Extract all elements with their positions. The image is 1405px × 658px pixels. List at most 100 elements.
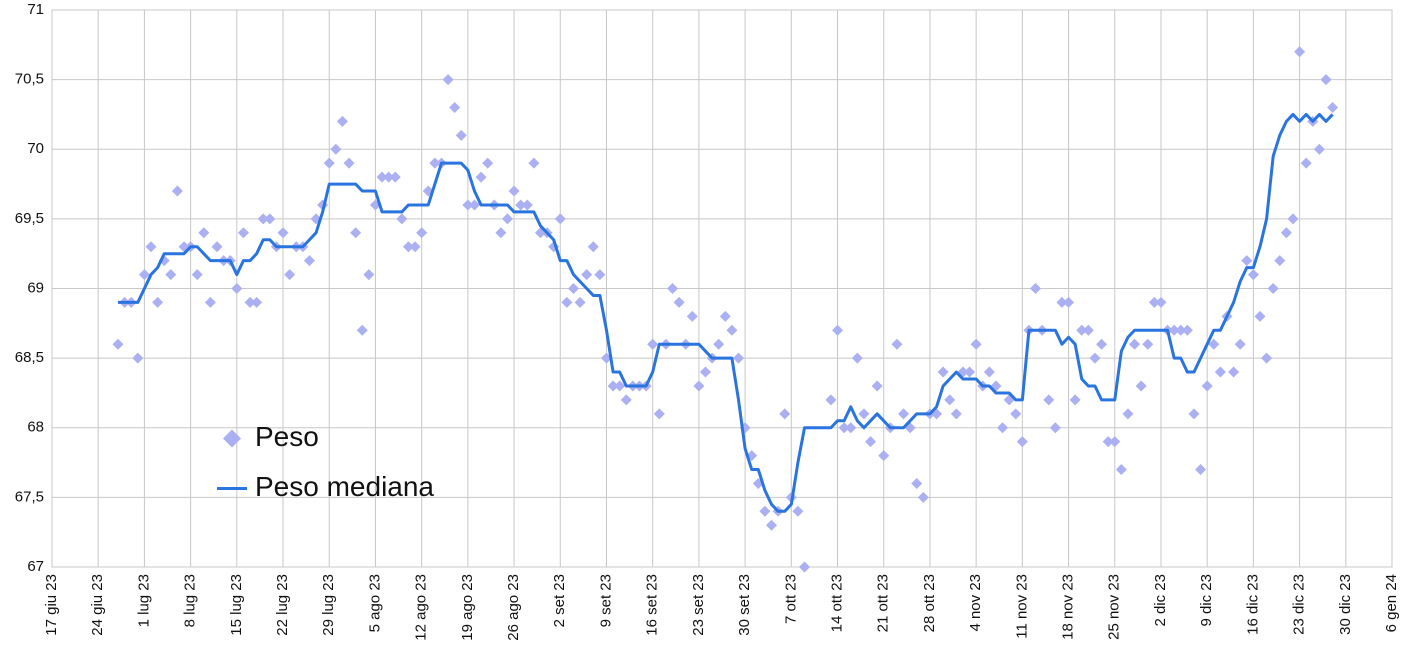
- data-point: [442, 74, 454, 86]
- x-tick-label: 29 lug 23: [320, 574, 337, 636]
- data-point: [574, 296, 586, 308]
- x-tick-label: 26 ago 23: [505, 574, 522, 641]
- x-tick-label: 28 ott 23: [921, 574, 938, 632]
- y-tick-label: 69: [27, 279, 44, 296]
- data-point: [561, 296, 573, 308]
- data-point: [244, 296, 256, 308]
- data-point: [1102, 436, 1114, 448]
- data-point: [389, 171, 401, 183]
- data-point: [726, 324, 738, 336]
- data-point: [792, 505, 804, 517]
- data-point: [766, 519, 778, 531]
- data-point: [1129, 338, 1141, 350]
- data-point: [647, 338, 659, 350]
- data-point: [449, 101, 461, 113]
- x-tick-label: 30 set 23: [736, 574, 753, 636]
- data-point: [581, 269, 593, 281]
- x-tick-label: 2 dic 23: [1152, 574, 1169, 627]
- data-point: [330, 143, 342, 155]
- data-point: [759, 505, 771, 517]
- y-tick-label: 67,5: [15, 488, 44, 505]
- x-tick-label: 4 nov 23: [967, 574, 984, 632]
- data-point: [1261, 352, 1273, 364]
- data-point: [1287, 213, 1299, 225]
- x-tick-label: 22 lug 23: [274, 574, 291, 636]
- data-point: [832, 324, 844, 336]
- x-tick-label: 21 ott 23: [875, 574, 892, 632]
- data-point: [171, 185, 183, 197]
- data-point: [363, 269, 375, 281]
- data-point: [501, 213, 513, 225]
- x-tick-label: 17 giu 23: [43, 574, 60, 636]
- x-tick-label: 16 set 23: [644, 574, 661, 636]
- data-point: [165, 269, 177, 281]
- data-point: [1142, 338, 1154, 350]
- data-point: [1089, 352, 1101, 364]
- data-point: [455, 129, 467, 141]
- data-point: [1327, 101, 1339, 113]
- data-point: [1155, 296, 1167, 308]
- data-point: [607, 380, 619, 392]
- data-point: [396, 213, 408, 225]
- legend-label: Peso: [255, 421, 319, 452]
- data-point: [1313, 143, 1325, 155]
- data-point: [409, 241, 421, 253]
- data-point: [303, 255, 315, 267]
- data-point: [1175, 324, 1187, 336]
- data-point: [1063, 296, 1075, 308]
- data-point: [402, 241, 414, 253]
- data-point: [851, 352, 863, 364]
- x-tick-label: 23 set 23: [690, 574, 707, 636]
- y-tick-label: 70,5: [15, 71, 44, 88]
- data-point: [1280, 227, 1292, 239]
- data-point: [475, 171, 487, 183]
- data-point: [515, 199, 527, 211]
- data-point: [1195, 464, 1207, 476]
- data-point: [1181, 324, 1193, 336]
- data-point: [964, 366, 976, 378]
- data-point: [1010, 408, 1022, 420]
- data-point: [343, 157, 355, 169]
- data-point: [1049, 422, 1061, 434]
- data-point: [970, 338, 982, 350]
- data-point: [1122, 408, 1134, 420]
- data-point: [1234, 338, 1246, 350]
- data-point: [1214, 366, 1226, 378]
- data-point: [1228, 366, 1240, 378]
- data-point: [495, 227, 507, 239]
- data-point: [1188, 408, 1200, 420]
- x-tick-label: 30 dic 23: [1337, 574, 1354, 635]
- data-point: [653, 408, 665, 420]
- data-point: [237, 227, 249, 239]
- y-tick-label: 71: [27, 1, 44, 18]
- data-point: [699, 366, 711, 378]
- y-tick-label: 70: [27, 140, 44, 157]
- data-point: [865, 436, 877, 448]
- data-point: [779, 408, 791, 420]
- data-point: [686, 310, 698, 322]
- x-tick-label: 9 set 23: [597, 574, 614, 627]
- data-point: [733, 352, 745, 364]
- x-tick-label: 24 giu 23: [89, 574, 106, 636]
- data-point: [1135, 380, 1147, 392]
- data-point: [462, 199, 474, 211]
- data-point: [1294, 46, 1306, 58]
- data-point: [1076, 324, 1088, 336]
- data-point: [251, 296, 263, 308]
- data-point: [1082, 324, 1094, 336]
- data-point: [858, 408, 870, 420]
- x-tick-label: 6 gen 24: [1383, 574, 1400, 632]
- data-point: [1300, 157, 1312, 169]
- data-point: [521, 199, 533, 211]
- legend-label: Peso mediana: [255, 471, 434, 502]
- y-tick-label: 68: [27, 419, 44, 436]
- data-point: [950, 408, 962, 420]
- data-point: [1056, 296, 1068, 308]
- data-point: [1241, 255, 1253, 267]
- data-point: [666, 283, 678, 294]
- data-point: [917, 491, 929, 503]
- x-tick-label: 5 ago 23: [366, 574, 383, 632]
- x-tick-label: 23 dic 23: [1291, 574, 1308, 635]
- data-point: [719, 310, 731, 322]
- data-point: [1201, 380, 1213, 392]
